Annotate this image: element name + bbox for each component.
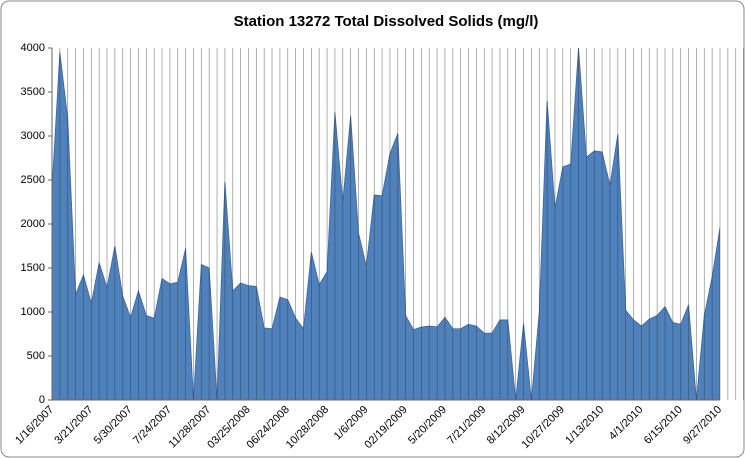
y-tick-label: 3000: [21, 130, 45, 142]
chart-title: Station 13272 Total Dissolved Solids (mg…: [234, 13, 539, 30]
y-tick-label: 1500: [21, 262, 45, 274]
y-tick-label: 500: [27, 350, 45, 362]
y-tick-label: 2500: [21, 174, 45, 186]
y-tick-label: 3500: [21, 86, 45, 98]
y-tick-label: 1000: [21, 306, 45, 318]
y-tick-label: 0: [39, 394, 45, 406]
y-tick-label: 4000: [21, 42, 45, 54]
y-tick-label: 2000: [21, 218, 45, 230]
